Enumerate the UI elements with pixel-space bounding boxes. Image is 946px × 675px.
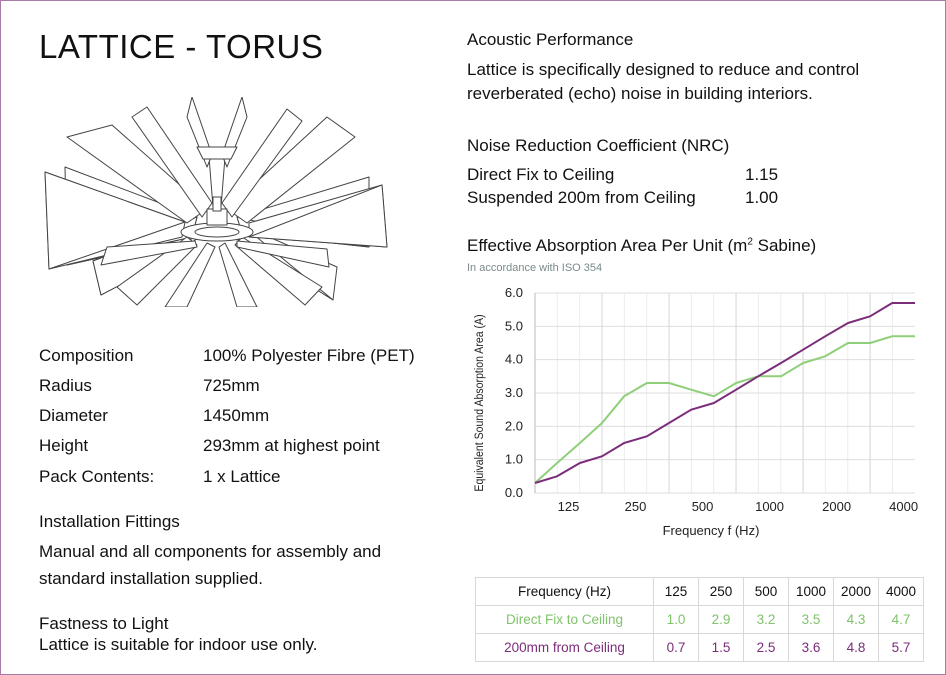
nrc-value-suspended: 1.00	[745, 188, 779, 207]
nrc-label-direct: Direct Fix to Ceiling	[467, 165, 615, 184]
absorption-chart: 0.0 1.0 2.0 3.0 4.0 5.0 6.0 125 250 500 1000 2000 40…	[473, 285, 918, 538]
table-header-cell: 125	[653, 577, 699, 606]
y-tick-label: 2.0	[505, 418, 523, 433]
table-cell: 4.8	[833, 633, 879, 662]
x-tick-label: 250	[625, 499, 647, 514]
spec-value: 293mm at highest point	[203, 436, 380, 455]
product-illustration	[44, 97, 388, 307]
table-header-cell: Frequency (Hz)	[475, 577, 654, 606]
spec-value: 1450mm	[203, 406, 270, 425]
x-tick-label: 2000	[822, 499, 851, 514]
nrc-label-suspended: Suspended 200m from Ceiling	[467, 188, 696, 207]
frequency-table: Frequency (Hz) 125 250 500 1000 2000 400…	[475, 577, 924, 662]
spec-label: Diameter	[39, 406, 108, 425]
series-line	[534, 335, 915, 484]
x-tick-label: 500	[692, 499, 714, 514]
spec-value: 725mm	[203, 376, 260, 395]
y-tick-label: 6.0	[505, 285, 523, 300]
table-cell: 5.7	[878, 633, 924, 662]
nrc-value-direct: 1.15	[745, 165, 779, 184]
table-cell: 4.3	[833, 605, 879, 634]
table-header-row: Frequency (Hz) 125 250 500 1000 2000 400…	[475, 577, 924, 606]
table-cell: 2.5	[743, 633, 789, 662]
table-cell: 2.9	[698, 605, 744, 634]
spec-value: 100% Polyester Fibre (PET)	[203, 346, 415, 365]
table-cell: 1.5	[698, 633, 744, 662]
y-tick-label: 5.0	[505, 318, 523, 333]
page-title: LATTICE - TORUS	[39, 28, 324, 65]
table-cell: 4.7	[878, 605, 924, 634]
table-cell: 3.2	[743, 605, 789, 634]
x-tick-label: 1000	[755, 499, 784, 514]
acoustic-text-line1: Lattice is specifically designed to redu…	[467, 60, 860, 79]
spec-label: Height	[39, 436, 89, 455]
y-tick-label: 1.0	[505, 452, 523, 467]
spec-value: 1 x Lattice	[203, 467, 281, 486]
series-line	[534, 302, 915, 484]
table-row-label: 200mm from Ceiling	[475, 633, 654, 662]
table-cell: 3.5	[788, 605, 834, 634]
table-header-cell: 1000	[788, 577, 834, 606]
table-row-label: Direct Fix to Ceiling	[475, 605, 654, 634]
acoustic-heading: Acoustic Performance	[467, 30, 634, 49]
absorption-subheading: In accordance with ISO 354	[467, 262, 603, 274]
y-tick-label: 3.0	[505, 385, 523, 400]
table-header-cell: 2000	[833, 577, 879, 606]
y-tick-label: 0.0	[505, 485, 523, 500]
table-header-cell: 500	[743, 577, 789, 606]
table-cell: 1.0	[653, 605, 699, 634]
x-tick-label: 4000	[889, 499, 918, 514]
table-cell: 0.7	[653, 633, 699, 662]
x-axis-label: Frequency f (Hz)	[663, 523, 760, 538]
y-tick-label: 4.0	[505, 352, 523, 367]
fastness-text: Lattice is suitable for indoor use only.	[39, 635, 318, 654]
x-tick-label: 125	[558, 499, 580, 514]
fastness-heading: Fastness to Light	[39, 614, 169, 633]
installation-text-line1: Manual and all components for assembly a…	[39, 542, 382, 561]
acoustic-text-line2: reverberated (echo) noise in building in…	[467, 84, 813, 103]
absorption-heading: Effective Absorption Area Per Unit (m2 S…	[467, 236, 817, 255]
spec-label: Pack Contents:	[39, 467, 155, 486]
spec-label: Composition	[39, 346, 134, 365]
y-axis-label: Equivalent Sound Absorption Area (A)	[473, 314, 486, 491]
table-cell: 3.6	[788, 633, 834, 662]
table-row: Direct Fix to Ceiling 1.0 2.9 3.2 3.5 4.…	[475, 605, 924, 634]
table-header-cell: 250	[698, 577, 744, 606]
installation-heading: Installation Fittings	[39, 512, 180, 531]
installation-text-line2: standard installation supplied.	[39, 569, 263, 588]
table-row: 200mm from Ceiling 0.7 1.5 2.5 3.6 4.8 5…	[475, 633, 924, 662]
table-header-cell: 4000	[878, 577, 924, 606]
spec-label: Radius	[39, 376, 92, 395]
nrc-heading: Noise Reduction Coefficient (NRC)	[467, 136, 730, 155]
